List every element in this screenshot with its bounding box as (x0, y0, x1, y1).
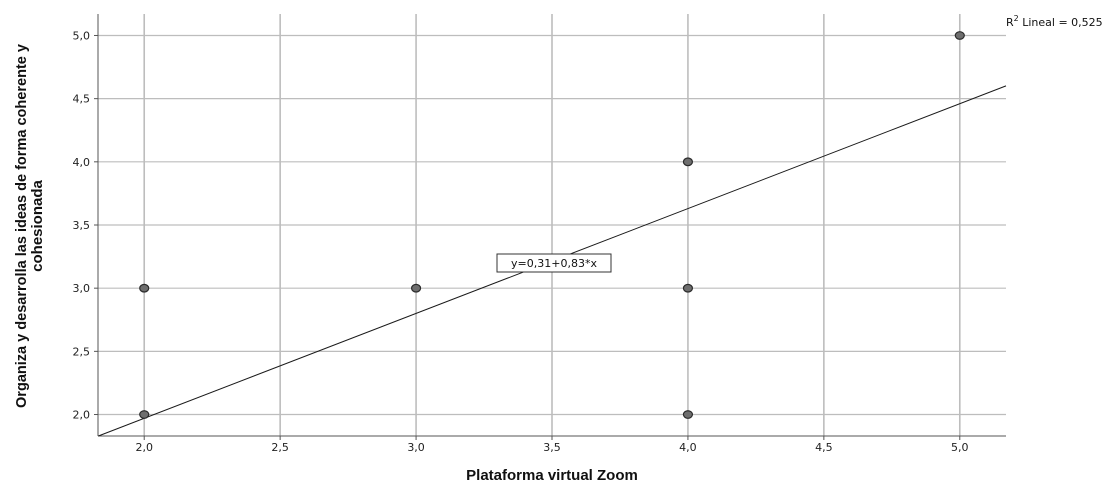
x-axis-title: Plataforma virtual Zoom (466, 467, 638, 484)
y-tick-label: 4,0 (73, 156, 91, 169)
x-tick-label: 4,5 (815, 441, 833, 454)
y-tick-label: 4,5 (73, 93, 91, 106)
x-tick-label: 2,0 (135, 441, 153, 454)
data-point (954, 31, 965, 40)
data-point (139, 410, 150, 419)
data-point (682, 410, 694, 419)
data-point (682, 157, 694, 167)
x-tick-label: 4,0 (679, 441, 697, 454)
x-tick-label: 3,0 (407, 441, 425, 454)
y-tick-label: 2,5 (73, 345, 91, 358)
r-squared-label: R2 Lineal = 0,525 (1006, 14, 1103, 29)
data-point (139, 283, 150, 293)
x-tick-label: 2,5 (271, 441, 289, 454)
equation-box: y=0,31+0,83*x (496, 253, 612, 273)
x-tick-label: 5,0 (951, 441, 969, 454)
data-point (410, 283, 422, 293)
equation-box-frame (496, 253, 612, 273)
y-tick-label: 3,0 (73, 282, 91, 295)
x-tick-label: 3,5 (543, 441, 561, 454)
data-point (682, 283, 694, 293)
y-axis-title: Organiza y desarrolla las ideas de forma… (13, 43, 46, 408)
equation-label: y=0,31+0,83*x (511, 257, 597, 270)
axes (94, 14, 1006, 440)
data-points (139, 31, 965, 419)
y-tick-label: 2,0 (73, 409, 91, 422)
y-tick-label: 3,5 (73, 219, 91, 232)
y-axis-title-line-2: cohesionada (29, 180, 46, 272)
y-tick-label: 5,0 (73, 29, 91, 42)
y-axis-title-line-1: Organiza y desarrolla las ideas de forma… (13, 43, 30, 408)
tick-labels: 2,0 2,5 3,0 3,5 4,0 4,5 5,0 2,0 2,5 3,0 3,5 4,0 4,5 5… (73, 29, 969, 454)
grid (98, 14, 1006, 436)
